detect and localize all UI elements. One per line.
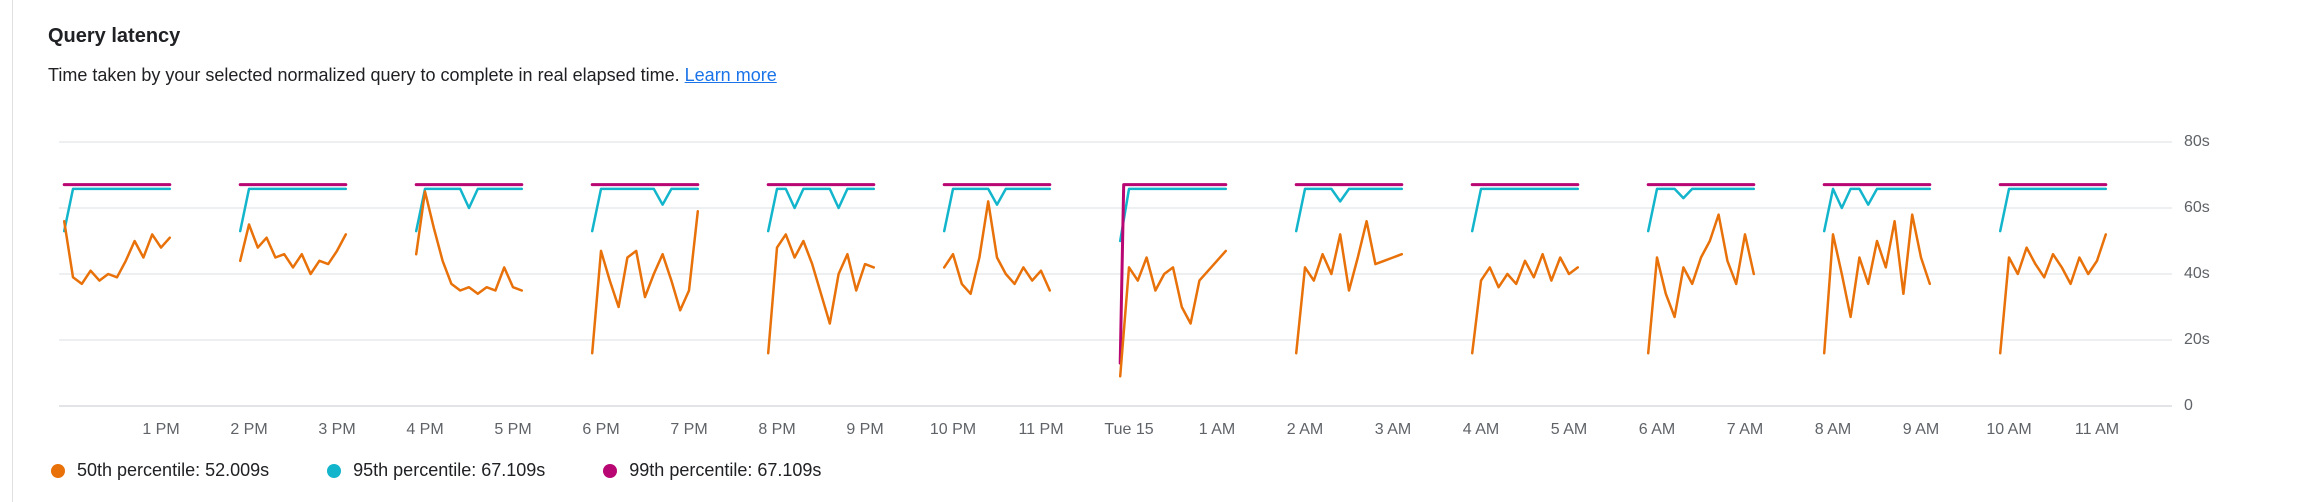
x-axis-label: 5 PM [494,421,532,438]
x-axis-label: 6 PM [582,421,620,438]
x-axis-label: 11 PM [1018,421,1064,438]
x-axis-label: 1 AM [1198,421,1236,438]
x-axis-label: 4 AM [1462,421,1500,438]
x-axis-label: 8 PM [758,421,796,438]
panel-left-divider [12,0,13,502]
95th-percentile-dot-icon [327,463,342,478]
series-line-95th-percentile [1646,187,1756,233]
series-line-50th-percentile [590,210,700,355]
x-axis-label: 6 AM [1638,421,1676,438]
x-axis-label: 10 PM [929,421,977,438]
legend-item-label: 95th percentile: 67.109s [353,460,546,480]
y-axis-label: 20s [2184,331,2210,348]
series-line-95th-percentile [414,187,524,233]
x-axis-label: 3 PM [318,421,356,438]
y-axis-label: 40s [2184,265,2210,282]
learn-more-link[interactable]: Learn more [684,65,777,85]
x-axis-label: 2 AM [1286,421,1324,438]
series-line-50th-percentile [1470,252,1580,355]
series-line-50th-percentile [1118,249,1228,378]
x-axis-label: 4 PM [406,421,444,438]
series-line-50th-percentile [238,223,348,276]
page-title: Query latency [48,25,181,47]
legend-item-50th-percentile: 50th percentile: 52.009s [51,460,269,481]
series-line-95th-percentile [766,187,876,233]
chart-legend: 50th percentile: 52.009s 95th percentile:… [51,460,879,481]
x-axis-label: 5 AM [1550,421,1588,438]
legend-item-99th-percentile: 99th percentile: 67.109s [603,460,821,481]
legend-item-95th-percentile: 95th percentile: 67.109s [327,460,545,481]
y-axis-label: 0 [2184,397,2193,414]
x-axis-label: 7 AM [1726,421,1764,438]
series-line-99th-percentile [1118,183,1228,365]
x-axis-label: 9 AM [1902,421,1940,438]
y-axis-label: 60s [2184,199,2210,216]
series-line-50th-percentile [1294,219,1404,355]
series-line-95th-percentile [238,187,348,233]
x-axis-label: 1 PM [142,421,180,438]
series-line-95th-percentile [590,187,700,233]
series-line-95th-percentile [1294,187,1404,233]
series-line-50th-percentile [1822,213,1932,355]
x-axis-label: Tue 15 [1104,421,1154,438]
chart-description: Time taken by your selected normalized q… [48,64,777,87]
series-line-50th-percentile [1998,233,2108,355]
x-axis-label: 2 PM [230,421,268,438]
x-axis-label: 3 AM [1374,421,1412,438]
x-axis-label: 7 PM [670,421,708,438]
series-line-50th-percentile [62,219,172,286]
series-line-95th-percentile [1822,187,1932,233]
series-line-50th-percentile [1646,213,1756,355]
x-axis-label: 8 AM [1814,421,1852,438]
99th-percentile-dot-icon [603,463,618,478]
chart-header: Query latency Time taken by your selecte… [48,24,777,87]
series-line-50th-percentile [942,200,1052,296]
x-axis-label: 10 AM [1986,421,2032,438]
legend-item-label: 99th percentile: 67.109s [629,460,822,480]
x-axis-label: 9 PM [846,421,884,438]
series-line-95th-percentile [62,187,172,233]
x-axis-label: 11 AM [2074,421,2120,438]
series-line-95th-percentile [1470,187,1580,233]
series-line-50th-percentile [414,190,524,296]
chart-description-text: Time taken by your selected normalized q… [48,65,680,85]
y-axis-label: 80s [2184,133,2210,150]
series-line-95th-percentile [942,187,1052,233]
legend-item-label: 50th percentile: 52.009s [77,460,270,480]
series-line-95th-percentile [1998,187,2108,233]
50th-percentile-dot-icon [51,463,65,478]
series-line-95th-percentile [1118,187,1228,243]
series-line-50th-percentile [766,233,876,355]
